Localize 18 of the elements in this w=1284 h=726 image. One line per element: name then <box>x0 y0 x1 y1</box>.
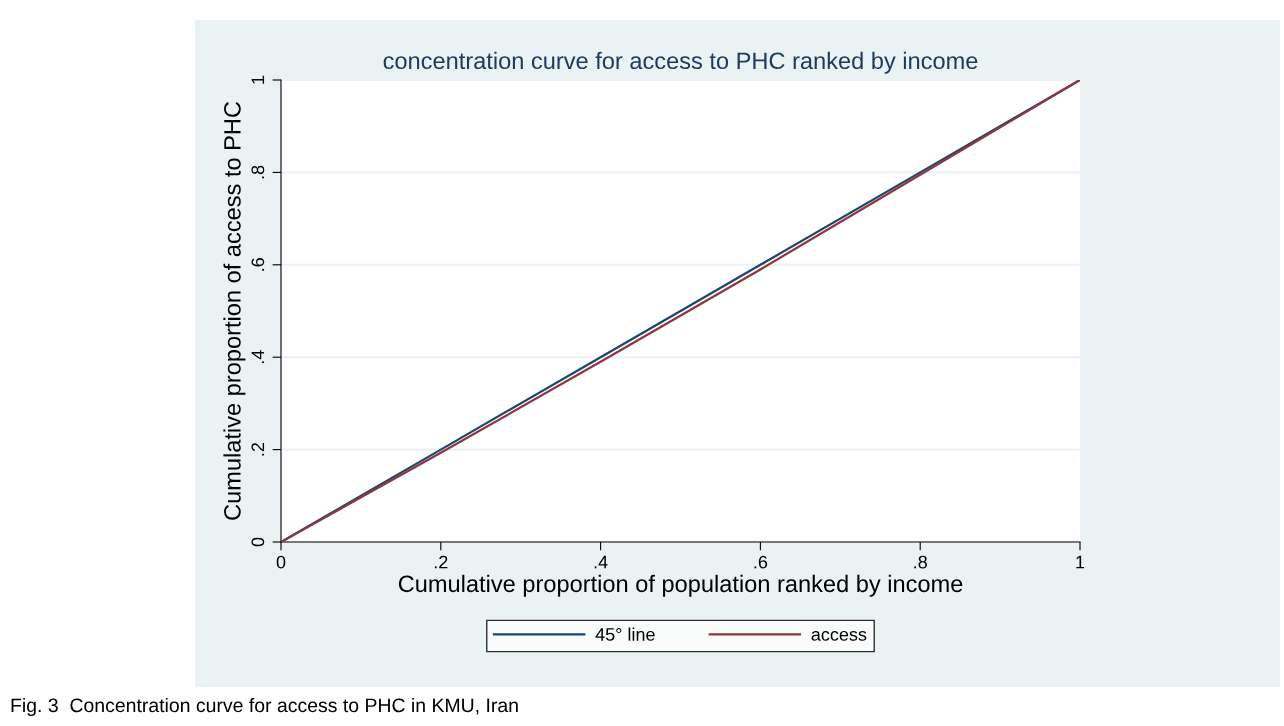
y-tick-label: .2 <box>251 442 265 456</box>
y-tick-label: .8 <box>251 165 265 179</box>
y-tick-label: 1 <box>251 75 265 84</box>
chart-title: concentration curve for access to PHC ranked by income <box>383 51 978 74</box>
y-tick-label: .4 <box>251 350 265 364</box>
x-tick-label: 0 <box>276 555 286 569</box>
x-tick-label: .8 <box>914 555 927 569</box>
caption: Fig. 3 Concentration curve for access to PHC in KMU, Iran <box>11 697 518 717</box>
x-tick-label: 1 <box>1076 555 1085 569</box>
x-tick-label: .2 <box>434 555 448 569</box>
legend-label: 45° line <box>595 627 655 641</box>
x-axis-title: Cumulative proportion of population ranked by income <box>398 574 963 597</box>
legend-label: access <box>811 630 867 641</box>
y-tick-label: 0 <box>251 537 265 547</box>
x-tick-label: .4 <box>594 555 608 569</box>
x-tick-label: .6 <box>754 555 768 569</box>
y-axis-title: Cumulative proportion of access to PHC <box>223 101 246 520</box>
y-tick-label: .6 <box>251 258 265 271</box>
